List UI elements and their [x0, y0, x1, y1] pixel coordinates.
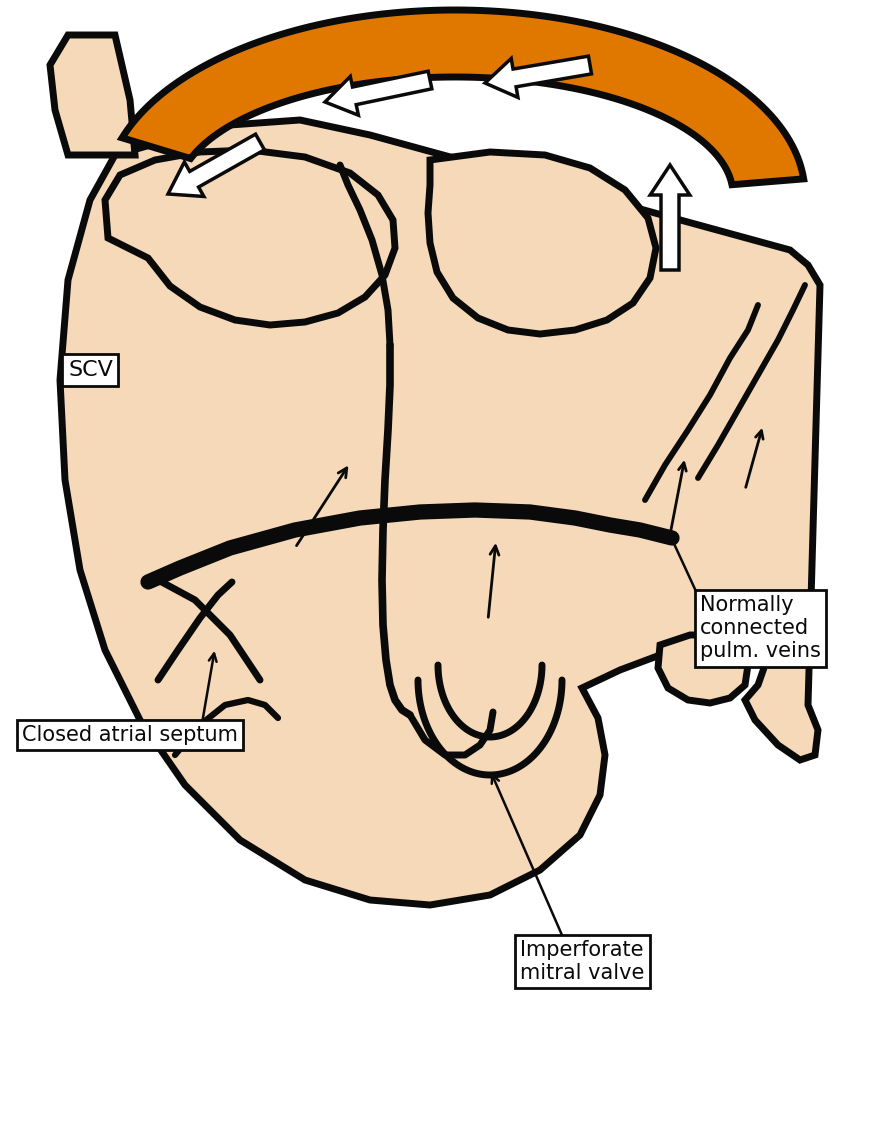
- Polygon shape: [60, 120, 820, 905]
- Polygon shape: [50, 35, 135, 154]
- Text: Closed atrial septum: Closed atrial septum: [22, 725, 237, 745]
- FancyArrow shape: [650, 165, 690, 270]
- Polygon shape: [122, 10, 804, 184]
- FancyArrow shape: [325, 71, 432, 116]
- Polygon shape: [658, 635, 748, 704]
- Text: SCV: SCV: [68, 360, 113, 380]
- Polygon shape: [105, 150, 395, 325]
- FancyArrow shape: [168, 134, 265, 197]
- Text: Imperforate
mitral valve: Imperforate mitral valve: [520, 940, 644, 983]
- Polygon shape: [428, 152, 656, 334]
- FancyArrow shape: [485, 56, 592, 97]
- Text: Normally
connected
pulm. veins: Normally connected pulm. veins: [700, 595, 821, 661]
